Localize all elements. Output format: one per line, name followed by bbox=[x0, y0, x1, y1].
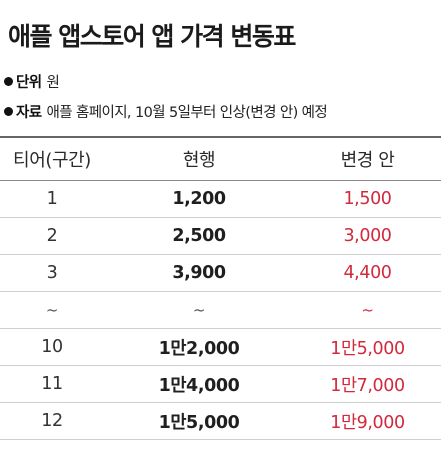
header-current: 현행 bbox=[182, 150, 216, 171]
source-label: 자료 bbox=[16, 105, 42, 121]
bullet-icon bbox=[4, 107, 13, 116]
current-price-cell: ~ bbox=[192, 301, 206, 319]
current-price-cell: 2,500 bbox=[172, 226, 226, 246]
table-row: 1 1,200 1,500 bbox=[0, 181, 441, 218]
table-row: 2 2,500 3,000 bbox=[0, 218, 441, 255]
tier-cell: 11 bbox=[41, 374, 63, 394]
table-row: 11 1만4,000 1만7,000 bbox=[0, 366, 441, 403]
tier-cell: 1 bbox=[46, 189, 58, 209]
changed-price-cell: 4,400 bbox=[343, 263, 392, 283]
tier-cell: ~ bbox=[45, 301, 59, 319]
price-table: 티어(구간) 현행 변경 안 1 1,200 1,500 2 2,500 3,0… bbox=[0, 136, 441, 440]
unit-note: 단위 원 bbox=[4, 71, 439, 92]
changed-price-cell: ~ bbox=[361, 301, 374, 319]
table-row-ellipsis: ~ ~ ~ bbox=[0, 292, 441, 329]
table-row: 12 1만5,000 1만9,000 bbox=[0, 403, 441, 440]
changed-price-cell: 1만9,000 bbox=[330, 412, 405, 433]
table-row: 10 1만2,000 1만5,000 bbox=[0, 329, 441, 366]
table-header-row: 티어(구간) 현행 변경 안 bbox=[0, 138, 441, 181]
unit-label: 단위 bbox=[16, 75, 42, 91]
tier-cell: 2 bbox=[46, 226, 58, 246]
source-note: 자료 애플 홈페이지, 10월 5일부터 인상(변경 안) 예정 bbox=[4, 101, 439, 122]
current-price-cell: 3,900 bbox=[172, 263, 226, 283]
header-changed: 변경 안 bbox=[340, 150, 395, 171]
changed-price-cell: 3,000 bbox=[343, 226, 392, 246]
current-price-cell: 1만5,000 bbox=[158, 412, 240, 433]
tier-cell: 10 bbox=[41, 337, 63, 357]
changed-price-cell: 1만5,000 bbox=[330, 338, 405, 359]
tier-cell: 12 bbox=[41, 411, 63, 431]
changed-price-cell: 1만7,000 bbox=[330, 375, 405, 396]
tier-cell: 3 bbox=[46, 263, 58, 283]
header-tier: 티어(구간) bbox=[13, 150, 91, 171]
current-price-cell: 1만4,000 bbox=[158, 375, 240, 396]
current-price-cell: 1,200 bbox=[172, 189, 226, 209]
table-row: 3 3,900 4,400 bbox=[0, 255, 441, 292]
bullet-icon bbox=[4, 77, 13, 86]
unit-value: 원 bbox=[46, 75, 60, 91]
changed-price-cell: 1,500 bbox=[343, 189, 392, 209]
source-value: 애플 홈페이지, 10월 5일부터 인상(변경 안) 예정 bbox=[46, 105, 328, 121]
page-title: 애플 앱스토어 앱 가격 변동표 bbox=[8, 22, 296, 51]
current-price-cell: 1만2,000 bbox=[158, 338, 240, 359]
